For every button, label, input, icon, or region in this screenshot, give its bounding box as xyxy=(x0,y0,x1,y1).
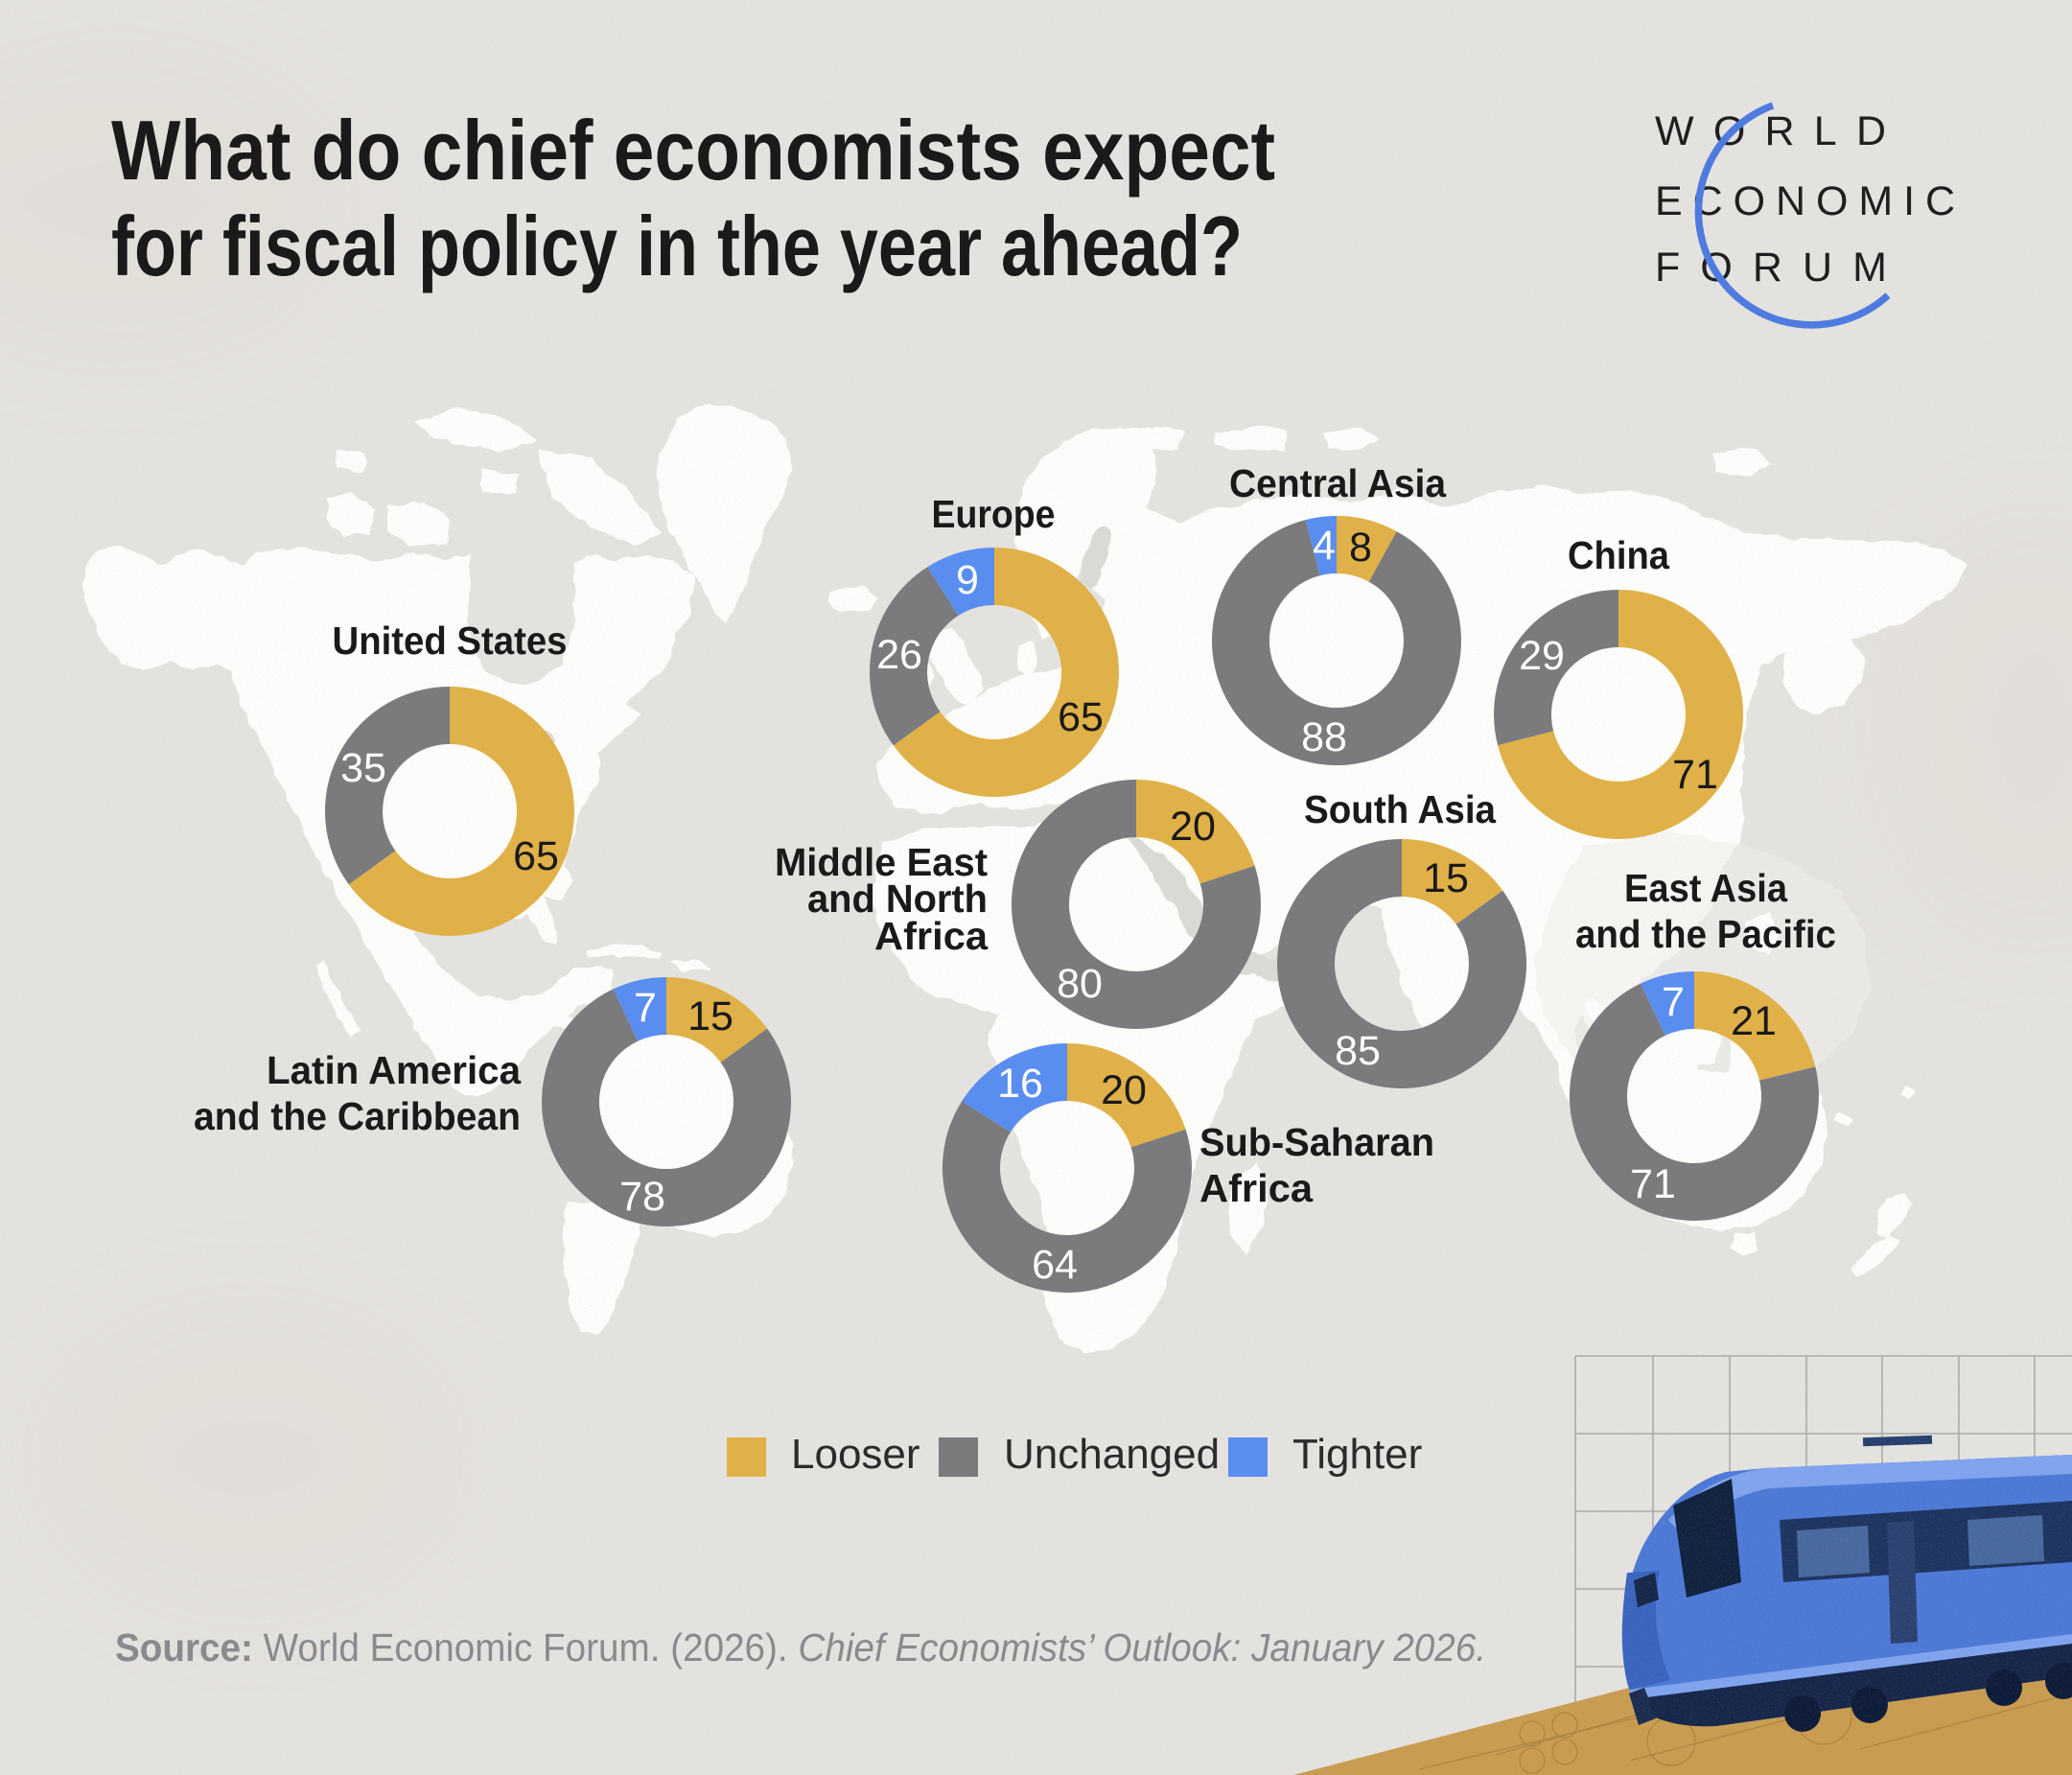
svg-text:88: 88 xyxy=(1301,714,1347,760)
svg-text:20: 20 xyxy=(1101,1067,1147,1113)
svg-text:for fiscal policy in the year: for fiscal policy in the year ahead? xyxy=(111,199,1243,293)
svg-text:Africa: Africa xyxy=(1199,1166,1314,1210)
svg-text:16: 16 xyxy=(997,1061,1043,1107)
svg-text:and the Pacific: and the Pacific xyxy=(1575,912,1836,956)
svg-text:Unchanged: Unchanged xyxy=(1004,1431,1220,1478)
svg-text:Europe: Europe xyxy=(932,492,1056,536)
svg-text:Africa: Africa xyxy=(874,914,989,958)
svg-text:26: 26 xyxy=(876,632,922,678)
svg-text:Source: World Economic Forum.: Source: World Economic Forum. (2026). Ch… xyxy=(115,1625,1486,1670)
svg-text:78: 78 xyxy=(619,1174,665,1220)
svg-text:Looser: Looser xyxy=(791,1431,920,1478)
svg-text:7: 7 xyxy=(1662,979,1685,1025)
svg-text:71: 71 xyxy=(1672,752,1718,798)
svg-text:Sub-Saharan: Sub-Saharan xyxy=(1199,1120,1434,1164)
svg-text:65: 65 xyxy=(1058,694,1104,740)
svg-text:9: 9 xyxy=(956,557,979,603)
svg-text:Middle East: Middle East xyxy=(775,840,988,884)
svg-text:20: 20 xyxy=(1170,804,1216,850)
svg-text:7: 7 xyxy=(634,985,657,1031)
svg-text:85: 85 xyxy=(1335,1028,1381,1074)
svg-text:80: 80 xyxy=(1057,961,1103,1007)
svg-text:64: 64 xyxy=(1032,1242,1078,1288)
svg-text:Latin America: Latin America xyxy=(267,1048,522,1092)
svg-text:65: 65 xyxy=(513,833,559,879)
svg-text:71: 71 xyxy=(1630,1161,1676,1207)
svg-text:Tighter: Tighter xyxy=(1292,1431,1422,1478)
svg-text:South Asia: South Asia xyxy=(1304,787,1497,831)
svg-text:East Asia: East Asia xyxy=(1624,866,1788,910)
svg-text:15: 15 xyxy=(1423,855,1469,901)
svg-text:United States: United States xyxy=(333,619,568,663)
svg-text:29: 29 xyxy=(1519,633,1565,679)
svg-text:35: 35 xyxy=(340,745,386,791)
svg-text:China: China xyxy=(1568,533,1670,577)
svg-text:Central Asia: Central Asia xyxy=(1229,461,1447,505)
svg-text:What do chief economists expec: What do chief economists expect xyxy=(111,103,1275,198)
svg-text:8: 8 xyxy=(1349,525,1372,571)
svg-text:4: 4 xyxy=(1313,523,1336,569)
svg-text:and the Caribbean: and the Caribbean xyxy=(194,1094,521,1138)
svg-text:21: 21 xyxy=(1731,998,1777,1044)
svg-text:and North: and North xyxy=(807,876,988,921)
svg-text:15: 15 xyxy=(687,993,733,1039)
